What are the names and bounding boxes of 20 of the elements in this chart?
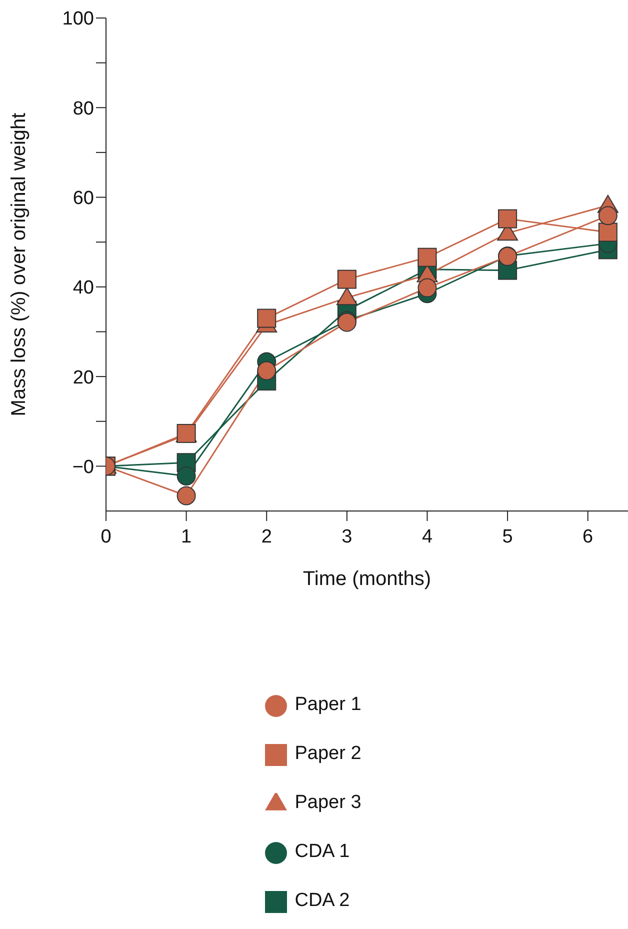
legend-label: Paper 2: [294, 743, 362, 764]
legend-label: CDA 1: [294, 841, 350, 862]
legend-label: Paper 1: [294, 694, 362, 715]
y-tick-label: 40: [72, 278, 94, 299]
x-tick-label: 3: [342, 526, 352, 548]
x-tick-label: 1: [181, 526, 192, 548]
x-tick-label: 2: [261, 526, 272, 548]
y-tick-label: 100: [62, 8, 94, 30]
x-axis-title: Time (months): [302, 568, 432, 590]
x-tick-label: 5: [502, 526, 513, 548]
x-tick-label: 6: [582, 526, 594, 548]
y-tick-label: 20: [72, 367, 94, 388]
y-tick-label: 80: [72, 98, 94, 120]
y-tick-label: −0: [72, 456, 94, 478]
legend-label: Paper 3: [294, 792, 362, 813]
legend-label: CDA 2: [294, 890, 350, 911]
y-tick-label: 60: [72, 188, 94, 210]
y-axis-title: Mass loss (%) over original weight: [8, 112, 30, 416]
x-tick-label: 0: [100, 526, 112, 548]
x-tick-label: 4: [422, 526, 433, 548]
